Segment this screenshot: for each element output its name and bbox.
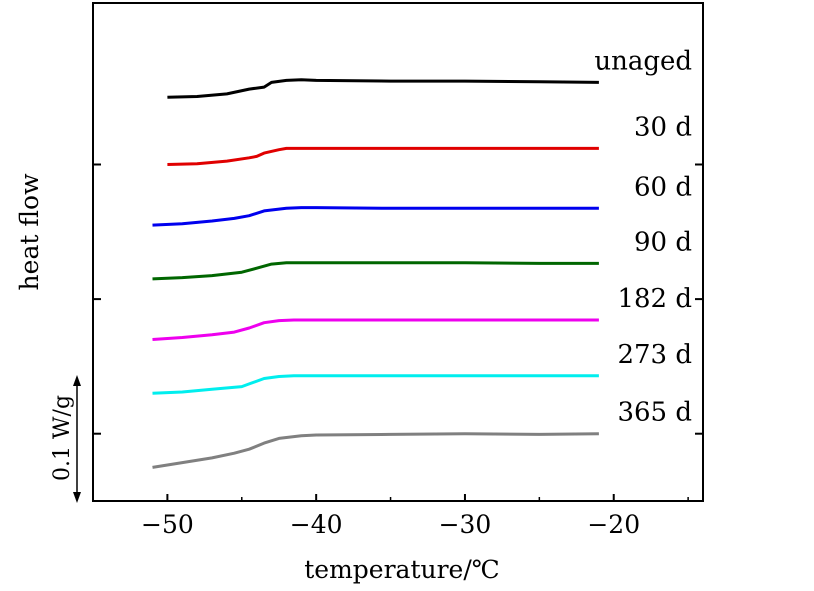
x-tick-label: −30 xyxy=(439,510,492,539)
series-line xyxy=(167,78,599,99)
series-line xyxy=(152,261,599,281)
series-line xyxy=(152,374,599,395)
series-label: 60 d xyxy=(634,172,692,202)
x-axis-ticks: −50 −40 −30 −20 xyxy=(92,494,689,539)
scale-bar-arrow-down xyxy=(73,492,81,503)
series-label: 365 d xyxy=(617,398,692,428)
series-line xyxy=(152,432,599,469)
y-axis-title: heat flow xyxy=(15,173,44,291)
plot-frame xyxy=(92,2,704,502)
series-line xyxy=(152,206,599,227)
scale-bar: 0.1 W/g xyxy=(50,375,81,503)
x-axis-title: temperature/℃ xyxy=(304,555,499,584)
series-label: 90 d xyxy=(634,227,692,257)
x-tick-label: −20 xyxy=(587,510,640,539)
series-layer xyxy=(152,78,599,469)
series-line xyxy=(167,146,599,166)
x-tick-label: −50 xyxy=(141,510,194,539)
x-tick-label: −40 xyxy=(290,510,343,539)
series-label: 30 d xyxy=(634,112,692,142)
series-labels: unaged 30 d 60 d 90 d 182 d 273 d 365 d xyxy=(594,46,692,427)
y-axis-ticks xyxy=(93,163,703,435)
series-label: unaged xyxy=(594,46,692,76)
scale-bar-arrow-up xyxy=(73,375,81,386)
series-line xyxy=(152,318,599,341)
series-label: 273 d xyxy=(617,340,692,370)
series-label: 182 d xyxy=(617,284,692,314)
scale-bar-label: 0.1 W/g xyxy=(50,395,75,481)
